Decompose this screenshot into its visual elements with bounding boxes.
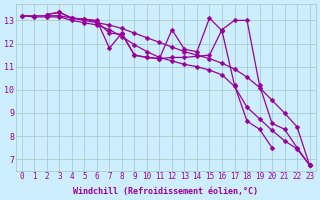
- X-axis label: Windchill (Refroidissement éolien,°C): Windchill (Refroidissement éolien,°C): [73, 187, 258, 196]
